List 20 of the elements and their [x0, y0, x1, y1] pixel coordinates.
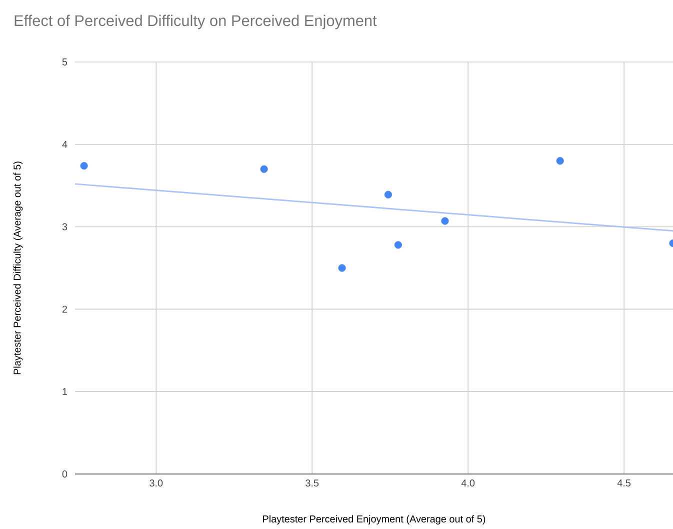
x-tick-label: 3.0 [150, 480, 163, 487]
point [556, 157, 564, 165]
point [441, 217, 449, 225]
y-tick-label: 3 [62, 223, 68, 230]
x-tick-label: 3.5 [306, 480, 319, 487]
x-axis-title: Playtester Perceived Enjoyment (Average out of 5) [263, 515, 486, 524]
chart-title: Effect of Perceived Difficulty on Perceived Enjoyment [14, 14, 377, 30]
x-tick-label: 4.5 [617, 480, 631, 486]
x-tick-label: 4.0 [461, 480, 475, 487]
y-tick-label: 1 [62, 388, 68, 396]
y-tick-label: 4 [62, 140, 68, 148]
point [384, 190, 392, 198]
point [394, 241, 402, 249]
y-tick-label: 2 [62, 306, 67, 313]
y-axis-title: Playtester Perceived Difficulty (Average out of 5) [13, 162, 23, 374]
point [338, 264, 346, 272]
point [80, 162, 88, 170]
point [260, 165, 268, 173]
y-tick-label: 5 [62, 58, 68, 66]
y-tick-label: 0 [62, 470, 68, 478]
